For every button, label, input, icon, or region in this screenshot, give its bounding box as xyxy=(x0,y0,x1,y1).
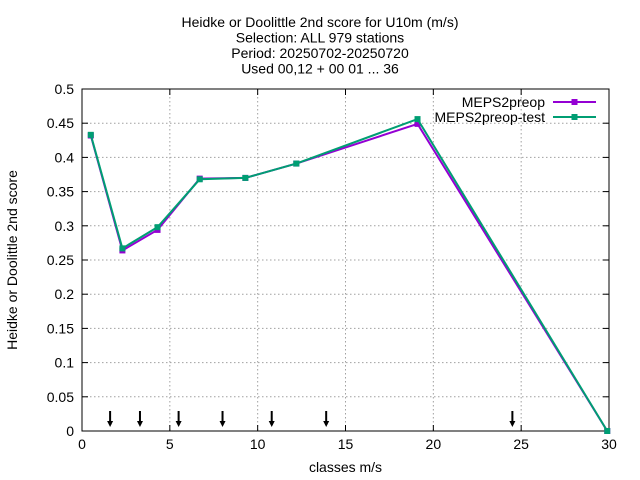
x-tick-label-2: 10 xyxy=(250,436,266,452)
y-axis-ticks: 0 0.05 0.1 0.15 0.2 0.25 0.3 0.35 0.4 0.45 0.5 xyxy=(47,81,609,439)
grid-lines xyxy=(82,89,609,431)
arrow-head xyxy=(268,421,275,427)
data-point-1-0 xyxy=(87,131,94,138)
title-line-2: Period: 20250702-20250720 xyxy=(231,45,409,61)
arrow-head xyxy=(323,421,330,427)
data-point-1-1 xyxy=(119,245,126,252)
arrow-marker-1 xyxy=(136,411,143,427)
title-line-0: Heidke or Doolittle 2nd score for U10m (… xyxy=(182,14,459,30)
arrow-head xyxy=(509,421,516,427)
data-point-0-6 xyxy=(414,120,421,127)
legend-marker-1 xyxy=(571,114,578,120)
legend-label-0: MEPS2preop xyxy=(462,94,545,110)
arrow-marker-0 xyxy=(107,411,114,427)
x-tick-label-0: 0 xyxy=(78,436,86,452)
x-tick-label-1: 5 xyxy=(166,436,174,452)
data-point-1-5 xyxy=(293,160,300,167)
arrow-marker-5 xyxy=(323,411,330,427)
series-lines xyxy=(87,116,611,434)
x-axis-ticks: 0 5 10 15 20 25 30 xyxy=(78,89,617,452)
arrow-head xyxy=(107,421,114,427)
x-tick-label-3: 15 xyxy=(338,436,354,452)
data-point-1-7 xyxy=(604,428,611,434)
y-tick-label-2: 0.1 xyxy=(55,355,75,371)
plot-frame xyxy=(81,88,610,432)
arrow-head xyxy=(136,421,143,427)
series-1 xyxy=(87,116,611,434)
y-tick-label-4: 0.2 xyxy=(55,286,75,302)
data-point-1-4 xyxy=(242,174,249,181)
y-tick-label-3: 0.15 xyxy=(47,320,74,336)
x-axis-label: classes m/s xyxy=(309,459,382,475)
arrow-head xyxy=(219,421,226,427)
series-0 xyxy=(87,120,611,434)
arrow-marker-4 xyxy=(268,411,275,427)
y-tick-label-7: 0.35 xyxy=(47,184,74,200)
data-point-1-6 xyxy=(414,116,421,123)
y-tick-label-10: 0.5 xyxy=(55,81,75,97)
y-tick-label-0: 0 xyxy=(66,423,74,439)
arrow-marker-2 xyxy=(175,411,182,427)
x-tick-label-6: 30 xyxy=(601,436,617,452)
arrow-head xyxy=(175,421,182,427)
arrow-marker-6 xyxy=(509,411,516,427)
y-tick-label-1: 0.05 xyxy=(47,389,74,405)
data-point-1-2 xyxy=(154,224,161,231)
arrow-markers xyxy=(107,411,516,427)
y-axis-label: Heidke or Doolittle 2nd score xyxy=(4,170,20,350)
series-line-0 xyxy=(89,122,609,432)
title-line-3: Used 00,12 + 00 01 ... 36 xyxy=(241,61,399,77)
y-tick-label-9: 0.45 xyxy=(47,115,74,131)
chart-title: Heidke or Doolittle 2nd score for U10m (… xyxy=(182,14,459,77)
legend-label-1: MEPS2preop-test xyxy=(435,109,546,125)
legend-marker-0 xyxy=(571,99,578,105)
series-line-1 xyxy=(89,117,609,432)
title-line-1: Selection: ALL 979 stations xyxy=(236,30,404,46)
data-point-1-3 xyxy=(196,176,203,183)
x-tick-label-4: 20 xyxy=(426,436,442,452)
y-tick-label-6: 0.3 xyxy=(55,218,75,234)
y-tick-label-5: 0.25 xyxy=(47,252,74,268)
y-tick-label-8: 0.4 xyxy=(55,149,75,165)
arrow-marker-3 xyxy=(219,411,226,427)
x-tick-label-5: 25 xyxy=(513,436,529,452)
